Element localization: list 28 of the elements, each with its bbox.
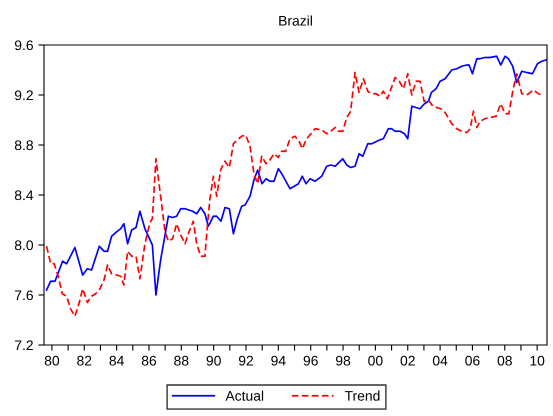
legend-label: Actual (225, 390, 264, 401)
x-tick-label: 98 (336, 356, 350, 366)
x-tick-label: 92 (238, 356, 254, 366)
y-tick-label: 9.6 (14, 40, 33, 50)
y-tick-label: 9.2 (14, 90, 33, 100)
chart-title: Brazil (279, 15, 312, 26)
x-tick-label: 96 (304, 356, 318, 366)
line-series (46, 55, 547, 296)
x-tick-label: 88 (174, 356, 188, 366)
y-tick-label: 8.4 (14, 190, 34, 200)
line-series (46, 72, 543, 318)
x-tick-label: 86 (142, 356, 156, 366)
x-tick-label: 00 (368, 356, 383, 366)
x-tick-label: 90 (206, 356, 221, 366)
x-tick-label: 06 (465, 356, 480, 366)
x-tick-label: 84 (110, 356, 124, 366)
legend-label: Trend (344, 390, 380, 401)
y-tick-label: 8.0 (14, 240, 34, 250)
x-tick-label: 04 (432, 356, 448, 366)
x-tick-label: 80 (44, 356, 60, 366)
x-tick-label: 10 (530, 356, 544, 366)
y-tick-label: 8.8 (14, 140, 33, 150)
x-tick-label: 02 (400, 356, 415, 366)
y-tick-label: 7.6 (14, 290, 33, 300)
y-tick-label: 7.2 (14, 340, 33, 350)
x-tick-label: 82 (77, 356, 92, 366)
x-tick-label: 94 (271, 356, 286, 366)
x-tick-label: 08 (498, 356, 512, 366)
